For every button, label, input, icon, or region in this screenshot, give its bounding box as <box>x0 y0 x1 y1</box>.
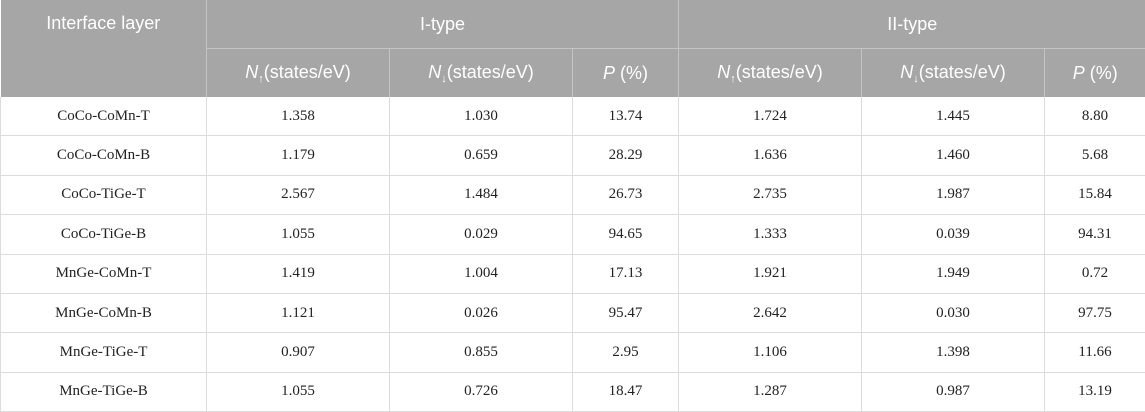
table-cell: 1.921 <box>679 254 862 293</box>
header-group-i-type: I-type <box>207 0 679 49</box>
header-col-p-i: P (%) <box>573 49 679 98</box>
table-cell: 2.567 <box>207 175 390 214</box>
table-cell: 94.65 <box>573 215 679 254</box>
table-cell: 1.287 <box>679 372 862 411</box>
row-label: CoCo-TiGe-B <box>1 215 207 254</box>
row-label: CoCo-CoMn-B <box>1 136 207 175</box>
header-symbol: P <box>1073 63 1085 83</box>
table-cell: 1.636 <box>679 136 862 175</box>
table-cell: 1.004 <box>390 254 573 293</box>
table-cell: 8.80 <box>1045 97 1145 136</box>
row-label: MnGe-TiGe-B <box>1 372 207 411</box>
header-unit: (states/eV) <box>919 62 1006 82</box>
table-cell: 17.13 <box>573 254 679 293</box>
header-col-n-up-ii: N↑(states/eV) <box>679 49 862 98</box>
table-cell: 1.987 <box>862 175 1045 214</box>
table-cell: 0.659 <box>390 136 573 175</box>
table-cell: 15.84 <box>1045 175 1145 214</box>
row-label: CoCo-CoMn-T <box>1 97 207 136</box>
header-symbol: N <box>245 62 258 82</box>
table-cell: 1.179 <box>207 136 390 175</box>
header-group-ii-type: II-type <box>679 0 1145 49</box>
table-cell: 0.039 <box>862 215 1045 254</box>
table-cell: 0.907 <box>207 333 390 372</box>
header-col-n-down-i: N↓(states/eV) <box>390 49 573 98</box>
table-cell: 26.73 <box>573 175 679 214</box>
table-cell: 1.484 <box>390 175 573 214</box>
header-symbol: N <box>717 62 730 82</box>
table-cell: 1.460 <box>862 136 1045 175</box>
header-col-n-down-ii: N↓(states/eV) <box>862 49 1045 98</box>
table-cell: 0.726 <box>390 372 573 411</box>
table-cell: 1.358 <box>207 97 390 136</box>
header-col-p-ii: P (%) <box>1045 49 1145 98</box>
table-cell: 2.642 <box>679 293 862 332</box>
table-cell: 5.68 <box>1045 136 1145 175</box>
header-unit: (states/eV) <box>264 62 351 82</box>
table-cell: 28.29 <box>573 136 679 175</box>
table-cell: 13.74 <box>573 97 679 136</box>
header-interface-layer: Interface layer <box>1 0 207 97</box>
header-unit: (%) <box>615 63 648 83</box>
header-col-n-up-i: N↑(states/eV) <box>207 49 390 98</box>
table-cell: 1.398 <box>862 333 1045 372</box>
table-cell: 0.987 <box>862 372 1045 411</box>
table-cell: 97.75 <box>1045 293 1145 332</box>
row-label: MnGe-CoMn-B <box>1 293 207 332</box>
table-cell: 1.445 <box>862 97 1045 136</box>
table-cell: 1.030 <box>390 97 573 136</box>
table-cell: 2.735 <box>679 175 862 214</box>
table-cell: 1.055 <box>207 372 390 411</box>
header-symbol: P <box>603 63 615 83</box>
table-header: Interface layer I-type II-type N↑(states… <box>1 0 1145 97</box>
table-cell: 0.855 <box>390 333 573 372</box>
table-cell: 1.121 <box>207 293 390 332</box>
table-cell: 2.95 <box>573 333 679 372</box>
row-label: CoCo-TiGe-T <box>1 175 207 214</box>
row-label: MnGe-CoMn-T <box>1 254 207 293</box>
table-cell: 1.333 <box>679 215 862 254</box>
table-cell: 0.029 <box>390 215 573 254</box>
table-cell: 1.949 <box>862 254 1045 293</box>
table-cell: 13.19 <box>1045 372 1145 411</box>
header-unit: (states/eV) <box>736 62 823 82</box>
header-symbol: N <box>428 62 441 82</box>
table-cell: 1.419 <box>207 254 390 293</box>
header-symbol: N <box>900 62 913 82</box>
header-unit: (%) <box>1085 63 1118 83</box>
table-cell: 94.31 <box>1045 215 1145 254</box>
table-cell: 18.47 <box>573 372 679 411</box>
table-cell: 95.47 <box>573 293 679 332</box>
table-cell: 0.030 <box>862 293 1045 332</box>
table-cell: 0.026 <box>390 293 573 332</box>
row-label: MnGe-TiGe-T <box>1 333 207 372</box>
table-cell: 11.66 <box>1045 333 1145 372</box>
header-unit: (states/eV) <box>447 62 534 82</box>
table-cell: 1.055 <box>207 215 390 254</box>
table-cell: 1.724 <box>679 97 862 136</box>
table-cell: 1.106 <box>679 333 862 372</box>
table-cell: 0.72 <box>1045 254 1145 293</box>
